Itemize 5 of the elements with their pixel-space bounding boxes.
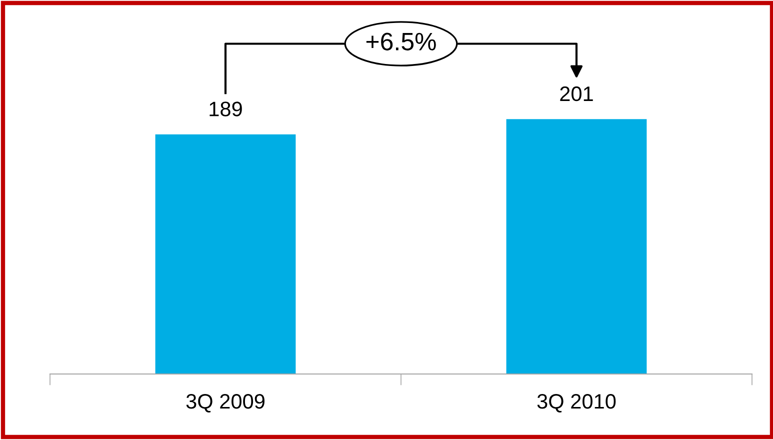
x-tick-label: 3Q 2010 <box>537 394 616 412</box>
x-tick-label: 3Q 2009 <box>186 394 264 412</box>
data-label: 189 <box>210 102 242 116</box>
text: +6.5% <box>366 32 436 50</box>
data-label: 201 <box>560 86 593 102</box>
